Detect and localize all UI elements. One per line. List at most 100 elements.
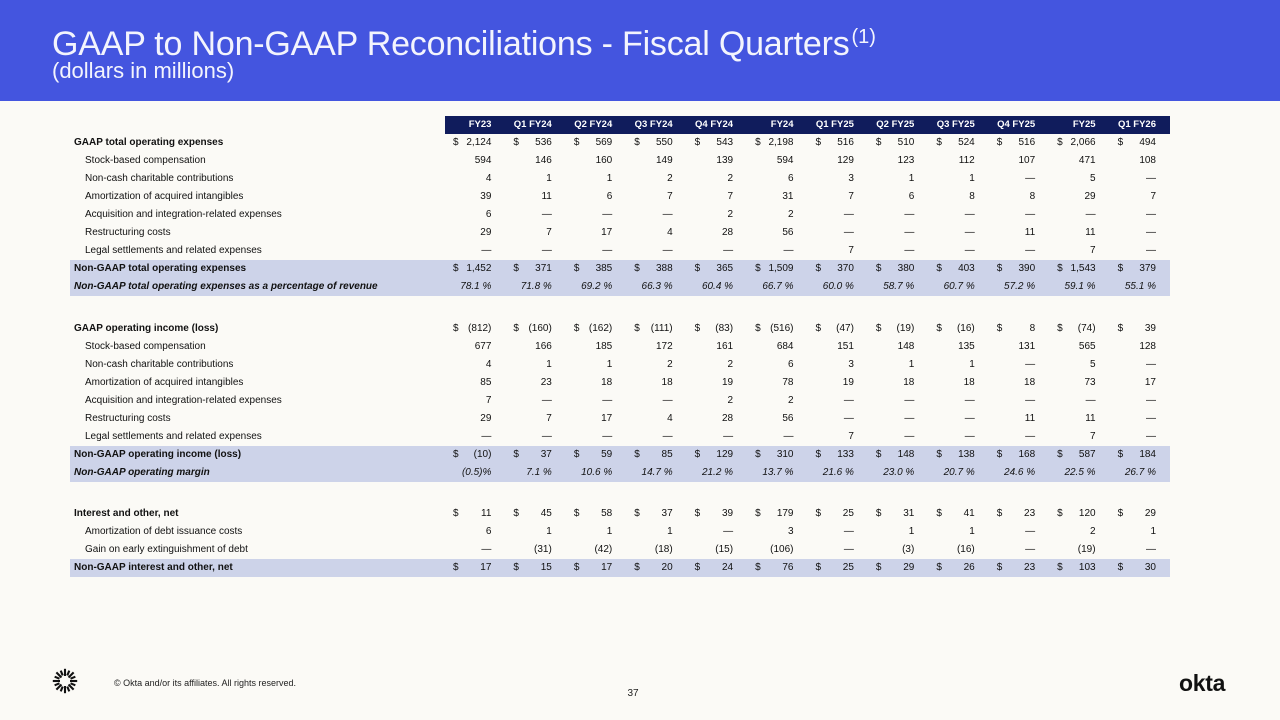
cell-value: 594 (474, 155, 492, 166)
value-cell: 7 (808, 188, 868, 206)
cell-value: — (1085, 394, 1096, 406)
value-cell: $370 (808, 260, 868, 278)
value-cell: — (687, 523, 747, 541)
currency-symbol: $ (815, 137, 822, 148)
currency-symbol: $ (1117, 508, 1124, 519)
cell-value: — (843, 227, 854, 238)
value-cell: 39 (445, 188, 505, 206)
value-cell: — (445, 541, 505, 559)
reconciliation-table: FY23 Q1 FY24 Q2 FY24 Q3 FY24 Q4 FY24 FY24 Q1 F… (70, 116, 1170, 577)
value-cell: $510 (868, 134, 928, 152)
value-cell: — (1110, 242, 1170, 260)
cell-value: (47) (836, 322, 854, 334)
row-label: Stock-based compensation (85, 155, 206, 166)
cell-value: 23 (1024, 562, 1036, 573)
column-header: Q4 FY24 (686, 116, 748, 134)
value-cell: $41 (928, 505, 988, 523)
copyright-notice: © Okta and/or its affiliates. All rights… (114, 678, 297, 688)
cell-value: — (843, 412, 854, 424)
cell-value: (3) (902, 544, 915, 555)
value-cell: 7 (1049, 242, 1109, 260)
currency-symbol: $ (815, 263, 822, 274)
value-cell: 60.4 % (687, 278, 747, 296)
value-cell: $37 (505, 446, 565, 464)
cell-value: 536 (535, 137, 552, 148)
cell-value: — (662, 245, 673, 256)
cell-value: (0.5)% (461, 466, 492, 478)
value-cell: 18 (566, 374, 626, 392)
cell-value: (10) (473, 448, 492, 460)
value-cell: $179 (747, 505, 807, 523)
cell-value: — (904, 209, 915, 220)
value-cell: 24.6 % (989, 464, 1049, 482)
value-cell: 677 (445, 338, 505, 356)
cell-value: — (1025, 430, 1036, 442)
value-cell: $45 (505, 505, 565, 523)
cell-value: — (904, 394, 915, 406)
cell-value: — (964, 394, 975, 406)
value-cell: 1 (868, 170, 928, 188)
value-cell: $17 (445, 559, 505, 577)
currency-symbol: $ (1057, 263, 1063, 274)
cell-value: 371 (535, 263, 552, 274)
cell-value: 3 (787, 526, 794, 537)
cell-value: 2 (727, 173, 734, 184)
cell-value: (812) (468, 322, 492, 334)
currency-symbol: $ (573, 508, 580, 519)
value-cell: — (928, 224, 988, 242)
cell-value: 6 (787, 173, 794, 184)
value-cell: — (808, 206, 868, 224)
value-cell: 56 (747, 224, 807, 242)
column-header: Q1 FY25 (807, 116, 868, 134)
value-cell: 594 (445, 152, 505, 170)
currency-symbol: $ (573, 562, 580, 573)
value-cell: 161 (687, 338, 747, 356)
value-cell: 78 (747, 374, 807, 392)
cell-value: 28 (721, 227, 734, 238)
value-cell: 565 (1049, 338, 1109, 356)
table-row: Non-cash charitable contributions 4 1 1 2 2 6 3… (70, 356, 1170, 374)
value-cell: — (505, 392, 565, 410)
value-cell: $39 (687, 505, 747, 523)
cell-value: 59 (601, 448, 613, 460)
value-cell: 135 (928, 338, 988, 356)
value-cell: $1,543 (1049, 260, 1109, 278)
cell-value: (162) (588, 322, 613, 334)
cell-value: 2 (667, 173, 673, 184)
row-label: Interest and other, net (74, 508, 179, 519)
cell-value: 161 (716, 340, 734, 352)
value-cell: $11 (445, 505, 505, 523)
currency-symbol: $ (875, 448, 882, 460)
cell-value: 2 (727, 394, 734, 406)
cell-value: 1 (546, 358, 552, 370)
value-cell: 60.7 % (928, 278, 988, 296)
table-header-row: FY23 Q1 FY24 Q2 FY24 Q3 FY24 Q4 FY24 FY24 Q1 F… (70, 116, 1170, 134)
table-row: Legal settlements and related expenses — —… (70, 428, 1170, 446)
value-cell: — (989, 392, 1049, 410)
cell-value: 166 (535, 340, 552, 352)
value-cell: 29 (445, 410, 505, 428)
value-cell: — (626, 428, 686, 446)
value-cell: — (868, 242, 928, 260)
cell-value: — (602, 430, 613, 442)
cell-value: (19) (1077, 544, 1096, 555)
currency-symbol: $ (634, 508, 640, 519)
currency-symbol: $ (755, 322, 761, 334)
cell-value: 2 (787, 209, 794, 220)
value-cell: 73 (1049, 374, 1109, 392)
value-cell: $30 (1110, 559, 1170, 577)
value-cell: 10.6 % (566, 464, 626, 482)
cell-value: 2 (1090, 526, 1096, 537)
cell-value: 25 (842, 508, 854, 519)
value-cell: 2 (687, 356, 747, 374)
cell-value: 71.8 % (520, 281, 552, 292)
value-cell: 1 (505, 170, 565, 188)
value-cell: $390 (989, 260, 1049, 278)
value-cell: $587 (1049, 446, 1109, 464)
value-cell: 66.3 % (626, 278, 686, 296)
value-cell: $59 (566, 446, 626, 464)
currency-symbol: $ (815, 508, 822, 519)
currency-symbol: $ (573, 322, 580, 334)
value-cell: — (808, 224, 868, 242)
value-cell: 6 (747, 170, 807, 188)
